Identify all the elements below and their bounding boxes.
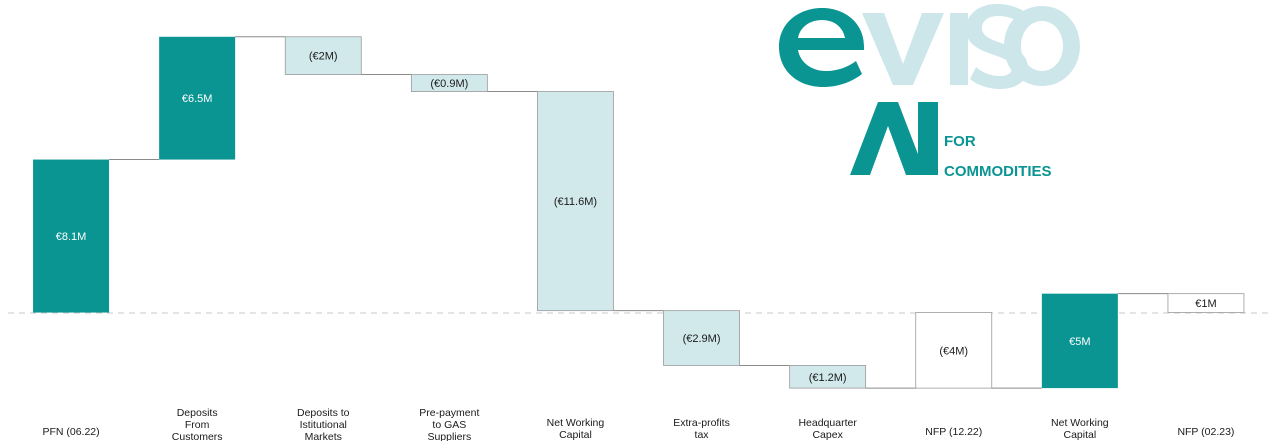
category-label-4: Pre-payment to GAS Suppliers xyxy=(419,407,479,441)
value-label-1: €8.1M xyxy=(56,231,87,243)
logo-commodities-text: COMMODITIES xyxy=(944,163,1052,180)
category-label-1: PFN (06.22) xyxy=(42,426,99,438)
bar-6 xyxy=(663,310,740,366)
category-label-10: NFP (02.23) xyxy=(1177,426,1234,438)
category-label-9: Net Working Capital xyxy=(1051,417,1109,441)
value-labels: €8.1M €6.5M (€2M) (€0.9M) (€11.6M) (€2.9M) (€1… xyxy=(56,51,1217,384)
bar-9 xyxy=(1041,293,1118,389)
logo-for-text: FOR xyxy=(944,133,976,150)
value-label-6: (€2.9M) xyxy=(683,333,721,345)
value-label-2: €6.5M xyxy=(182,93,213,105)
category-label-3: Deposits to Istitutional Markets xyxy=(297,407,350,441)
bar-1 xyxy=(33,159,110,313)
bars xyxy=(33,36,1245,389)
bar-2 xyxy=(159,36,236,160)
value-label-8: (€4M) xyxy=(939,345,968,357)
value-label-10: €1M xyxy=(1195,298,1216,310)
bar-7 xyxy=(789,365,867,389)
logo-viso-letters xyxy=(862,4,1080,89)
category-label-5: Net Working Capital xyxy=(547,417,605,441)
value-label-3: (€2M) xyxy=(309,51,338,63)
category-label-7: Headquarter Capex xyxy=(798,417,857,441)
bar-10 xyxy=(1167,293,1245,313)
category-label-8: NFP (12.22) xyxy=(925,426,982,438)
logo-e-glyph xyxy=(779,8,864,87)
bar-5 xyxy=(537,91,614,312)
value-label-7: (€1.2M) xyxy=(809,372,847,384)
category-label-6: Extra-profits tax xyxy=(673,417,730,441)
category-labels: PFN (06.22) Deposits From Customers Deposits… xyxy=(42,407,1234,441)
category-label-2: Deposits From Customers xyxy=(172,407,223,441)
bar-3 xyxy=(284,36,362,75)
value-label-9: €5M xyxy=(1069,336,1090,348)
value-label-5: (€11.6M) xyxy=(554,196,597,208)
bar-4 xyxy=(410,74,488,92)
logo-ai-mark xyxy=(850,102,938,175)
value-label-4: (€0.9M) xyxy=(430,78,468,90)
bar-8 xyxy=(915,312,993,389)
connector-lines xyxy=(109,36,1168,389)
